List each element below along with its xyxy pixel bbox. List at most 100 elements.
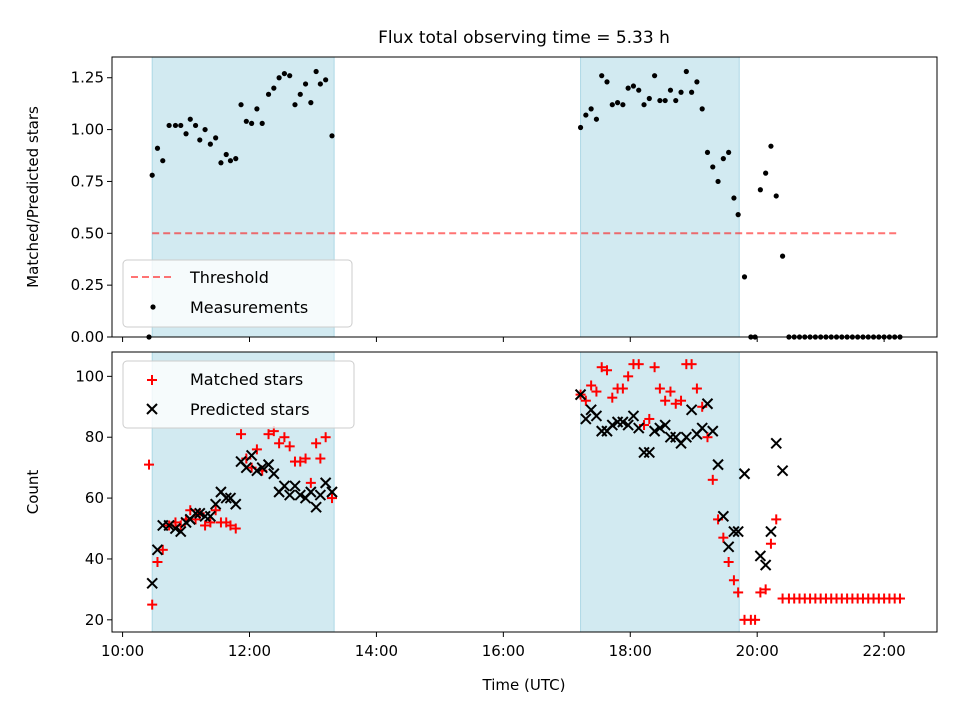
matched-stars-point bbox=[707, 474, 718, 485]
legend-matched-label: Matched stars bbox=[190, 370, 303, 389]
predicted-stars-point bbox=[289, 480, 301, 492]
matched-stars-point bbox=[670, 398, 681, 409]
measurement-point bbox=[768, 143, 774, 149]
matched-stars-point bbox=[733, 587, 744, 598]
measurement-point bbox=[636, 87, 642, 93]
matched-stars-point bbox=[284, 441, 295, 452]
matched-stars-point bbox=[315, 453, 326, 464]
measurement-point bbox=[166, 122, 172, 129]
matched-stars-point bbox=[602, 365, 612, 376]
matched-stars-point bbox=[205, 517, 216, 528]
matched-stars-point bbox=[765, 538, 776, 549]
measurement-point bbox=[238, 102, 244, 108]
measurement-point bbox=[667, 87, 674, 93]
measurement-point bbox=[254, 106, 260, 112]
matched-stars-point bbox=[230, 523, 241, 534]
matched-stars-point bbox=[723, 557, 734, 567]
top-y-tick-label: 1.25 bbox=[71, 69, 104, 87]
matched-stars-point bbox=[200, 520, 211, 531]
top-y-axis-label: Matched/Predicted stars bbox=[24, 106, 42, 288]
predicted-stars-point bbox=[151, 544, 164, 556]
measurement-point bbox=[710, 164, 716, 170]
predicted-stars-point bbox=[194, 507, 206, 520]
measurement-point bbox=[329, 133, 335, 139]
measurement-point bbox=[249, 120, 255, 126]
matched-stars-point bbox=[665, 386, 676, 397]
measurement-point bbox=[609, 102, 615, 108]
predicted-stars-point bbox=[262, 458, 275, 471]
predicted-stars-point bbox=[278, 480, 291, 492]
top-y-tick-label: 0.50 bbox=[71, 224, 104, 242]
predicted-stars-point bbox=[722, 541, 735, 553]
observing-window-2 bbox=[580, 351, 740, 633]
predicted-stars-point bbox=[622, 419, 634, 431]
measurement-point bbox=[297, 91, 303, 97]
top-axes-frame bbox=[111, 56, 938, 338]
bottom-panel: 20 40 60 80 100 10:00 12:00 14:00 16:00 18:00 20:… bbox=[24, 351, 938, 694]
measurement-point bbox=[673, 97, 679, 104]
matched-stars-point bbox=[617, 383, 628, 394]
predicted-stars-point bbox=[268, 468, 280, 480]
predicted-stars-point bbox=[169, 522, 182, 535]
matched-stars-point bbox=[894, 593, 905, 604]
predicted-stars-point bbox=[204, 510, 217, 523]
measurement-point bbox=[646, 95, 652, 102]
predicted-stars-point bbox=[633, 422, 645, 434]
measurement-point bbox=[197, 137, 203, 143]
matched-stars-point bbox=[210, 505, 221, 516]
measurement-point bbox=[227, 158, 234, 164]
predicted-stars-point bbox=[696, 422, 708, 434]
x-tick-label: 20:00 bbox=[736, 642, 779, 660]
measurement-point bbox=[187, 116, 193, 122]
matched-stars-point bbox=[760, 584, 771, 595]
predicted-stars-point bbox=[776, 464, 789, 477]
measurement-point bbox=[678, 89, 684, 95]
measurement-point bbox=[699, 106, 705, 112]
measurement-point bbox=[149, 172, 155, 178]
measurement-point bbox=[207, 141, 213, 147]
predicted-stars-point bbox=[643, 446, 656, 459]
measurement-point bbox=[178, 122, 184, 129]
matched-stars-point bbox=[263, 429, 274, 440]
predicted-stars-point bbox=[765, 525, 777, 538]
matched-stars-point bbox=[295, 456, 306, 467]
measurement-point bbox=[694, 79, 700, 85]
measurement-point bbox=[683, 68, 689, 75]
measurement-point bbox=[302, 81, 309, 87]
matched-stars-point bbox=[591, 386, 602, 397]
measurement-point bbox=[757, 187, 763, 193]
measurement-point bbox=[625, 85, 631, 91]
measurement-point bbox=[662, 97, 668, 104]
x-axis-label: Time (UTC) bbox=[482, 676, 566, 694]
legend-measurements-swatch bbox=[150, 304, 156, 310]
measurement-point bbox=[715, 178, 721, 185]
measurement-point bbox=[735, 212, 741, 218]
predicted-stars-point bbox=[659, 419, 671, 431]
measurement-point bbox=[313, 68, 319, 75]
measurement-point bbox=[577, 124, 584, 131]
predicted-stars-point bbox=[189, 507, 202, 520]
measurement-point bbox=[731, 195, 737, 201]
matched-stars-point bbox=[691, 383, 702, 394]
matched-stars-point bbox=[586, 380, 597, 391]
predicted-stars-point bbox=[175, 525, 187, 538]
predicted-stars-point bbox=[245, 449, 258, 462]
measurement-point bbox=[773, 193, 779, 199]
measurement-point bbox=[292, 102, 298, 108]
bottom-y-tick-label: 20 bbox=[85, 611, 104, 629]
matched-stars-point bbox=[580, 395, 591, 406]
legend-threshold-label: Threshold bbox=[189, 268, 269, 287]
top-panel: 0.00 0.25 0.50 0.75 1.00 1.25 Matched/Predict… bbox=[24, 56, 938, 346]
measurement-point bbox=[265, 91, 272, 97]
predicted-stars-point bbox=[648, 425, 661, 437]
predicted-stars-point bbox=[738, 468, 751, 480]
matched-stars-point bbox=[144, 459, 155, 470]
x-tick-label: 12:00 bbox=[228, 642, 271, 660]
x-tick-label: 22:00 bbox=[862, 642, 905, 660]
top-legend-box bbox=[122, 259, 353, 328]
measurement-point bbox=[588, 106, 594, 112]
matched-stars-point bbox=[755, 587, 766, 598]
measurement-point bbox=[271, 85, 277, 91]
predicted-stars-point bbox=[728, 525, 740, 538]
measurement-point bbox=[641, 102, 647, 108]
